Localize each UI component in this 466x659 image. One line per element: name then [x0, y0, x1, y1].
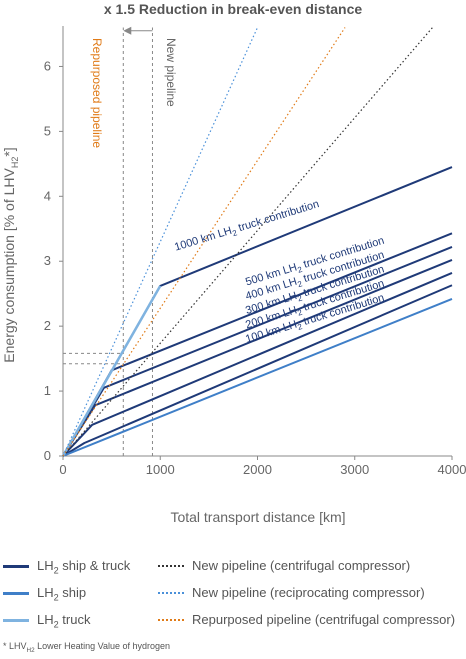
legend-label-pipe-reciprocating: New pipeline (reciprocating compressor) [192, 585, 425, 600]
legend-item-ship: LH2 ship [3, 585, 86, 603]
legend-item-pipe-reciprocating: New pipeline (reciprocating compressor) [158, 585, 425, 600]
legend-swatch-ship [3, 592, 29, 596]
legend-swatch-ship-truck [3, 565, 29, 569]
y-tick-label: 1 [44, 383, 51, 398]
y-tick-label: 3 [44, 253, 51, 268]
legend-label-pipe-repurposed: Repurposed pipeline (centrifugal compres… [192, 612, 456, 627]
y-axis-label: Energy consumption [% of LHVH2*] [1, 147, 20, 362]
legend-label-pipe-centrifugal: New pipeline (centrifugal compressor) [192, 558, 411, 573]
legend-swatch-pipe-centrifugal [158, 564, 184, 567]
y-tick-label: 6 [44, 58, 51, 73]
y-tick-label: 4 [44, 188, 51, 203]
legend-item-ship-truck: LH2 ship & truck [3, 558, 130, 576]
legend-swatch-truck [3, 619, 29, 623]
legend: LH2 ship & truck LH2 ship LH2 truck New … [0, 540, 466, 640]
footnote: * LHVH2 Lower Heating Value of hydrogen [3, 641, 170, 654]
x-tick-label: 1000 [146, 462, 175, 477]
legend-item-pipe-repurposed: Repurposed pipeline (centrifugal compres… [158, 612, 455, 627]
legend-label-truck: LH2 truck [37, 612, 91, 630]
series-line-ship-truck-500 [62, 232, 453, 457]
series-line-pipe-repurposed [62, 27, 346, 457]
legend-swatch-pipe-repurposed [158, 618, 184, 621]
legend-swatch-pipe-reciprocating [158, 591, 184, 594]
x-tick-label: 0 [59, 462, 66, 477]
label-new-pipeline: New pipeline [164, 38, 178, 107]
series-line-pipe-reciprocating [62, 27, 259, 457]
legend-item-pipe-centrifugal: New pipeline (centrifugal compressor) [158, 558, 410, 573]
legend-label-ship-truck: LH2 ship & truck [37, 558, 131, 576]
series-line-ship-truck-100 [62, 284, 453, 457]
y-tick-label: 5 [44, 123, 51, 138]
y-tick-label: 0 [44, 448, 51, 463]
x-tick-label: 2000 [243, 462, 272, 477]
legend-label-ship: LH2 ship [37, 585, 87, 603]
x-axis-label: Total transport distance [km] [170, 509, 345, 525]
x-tick-label: 3000 [340, 462, 369, 477]
x-tick-label: 4000 [438, 462, 466, 477]
legend-item-truck: LH2 truck [3, 612, 90, 630]
chart-title: x 1.5 Reduction in break-even distance [104, 1, 363, 17]
break-even-arrow-head [123, 26, 132, 35]
plot-area: 0 1000 2000 3000 4000 0 1 2 3 4 5 6 Total transport … [1, 26, 466, 525]
series-line-ship-truck-200 [62, 271, 453, 457]
y-tick-label: 2 [44, 318, 51, 333]
chart-canvas: x 1.5 Reduction in break-even distance 0… [1, 1, 466, 525]
label-repurposed-pipeline: Repurposed pipeline [90, 38, 104, 148]
series-line-ship [62, 297, 453, 457]
annotation-a1000: 1000 km LH2 truck contribution [173, 198, 321, 255]
series-line-truck [61, 285, 162, 457]
